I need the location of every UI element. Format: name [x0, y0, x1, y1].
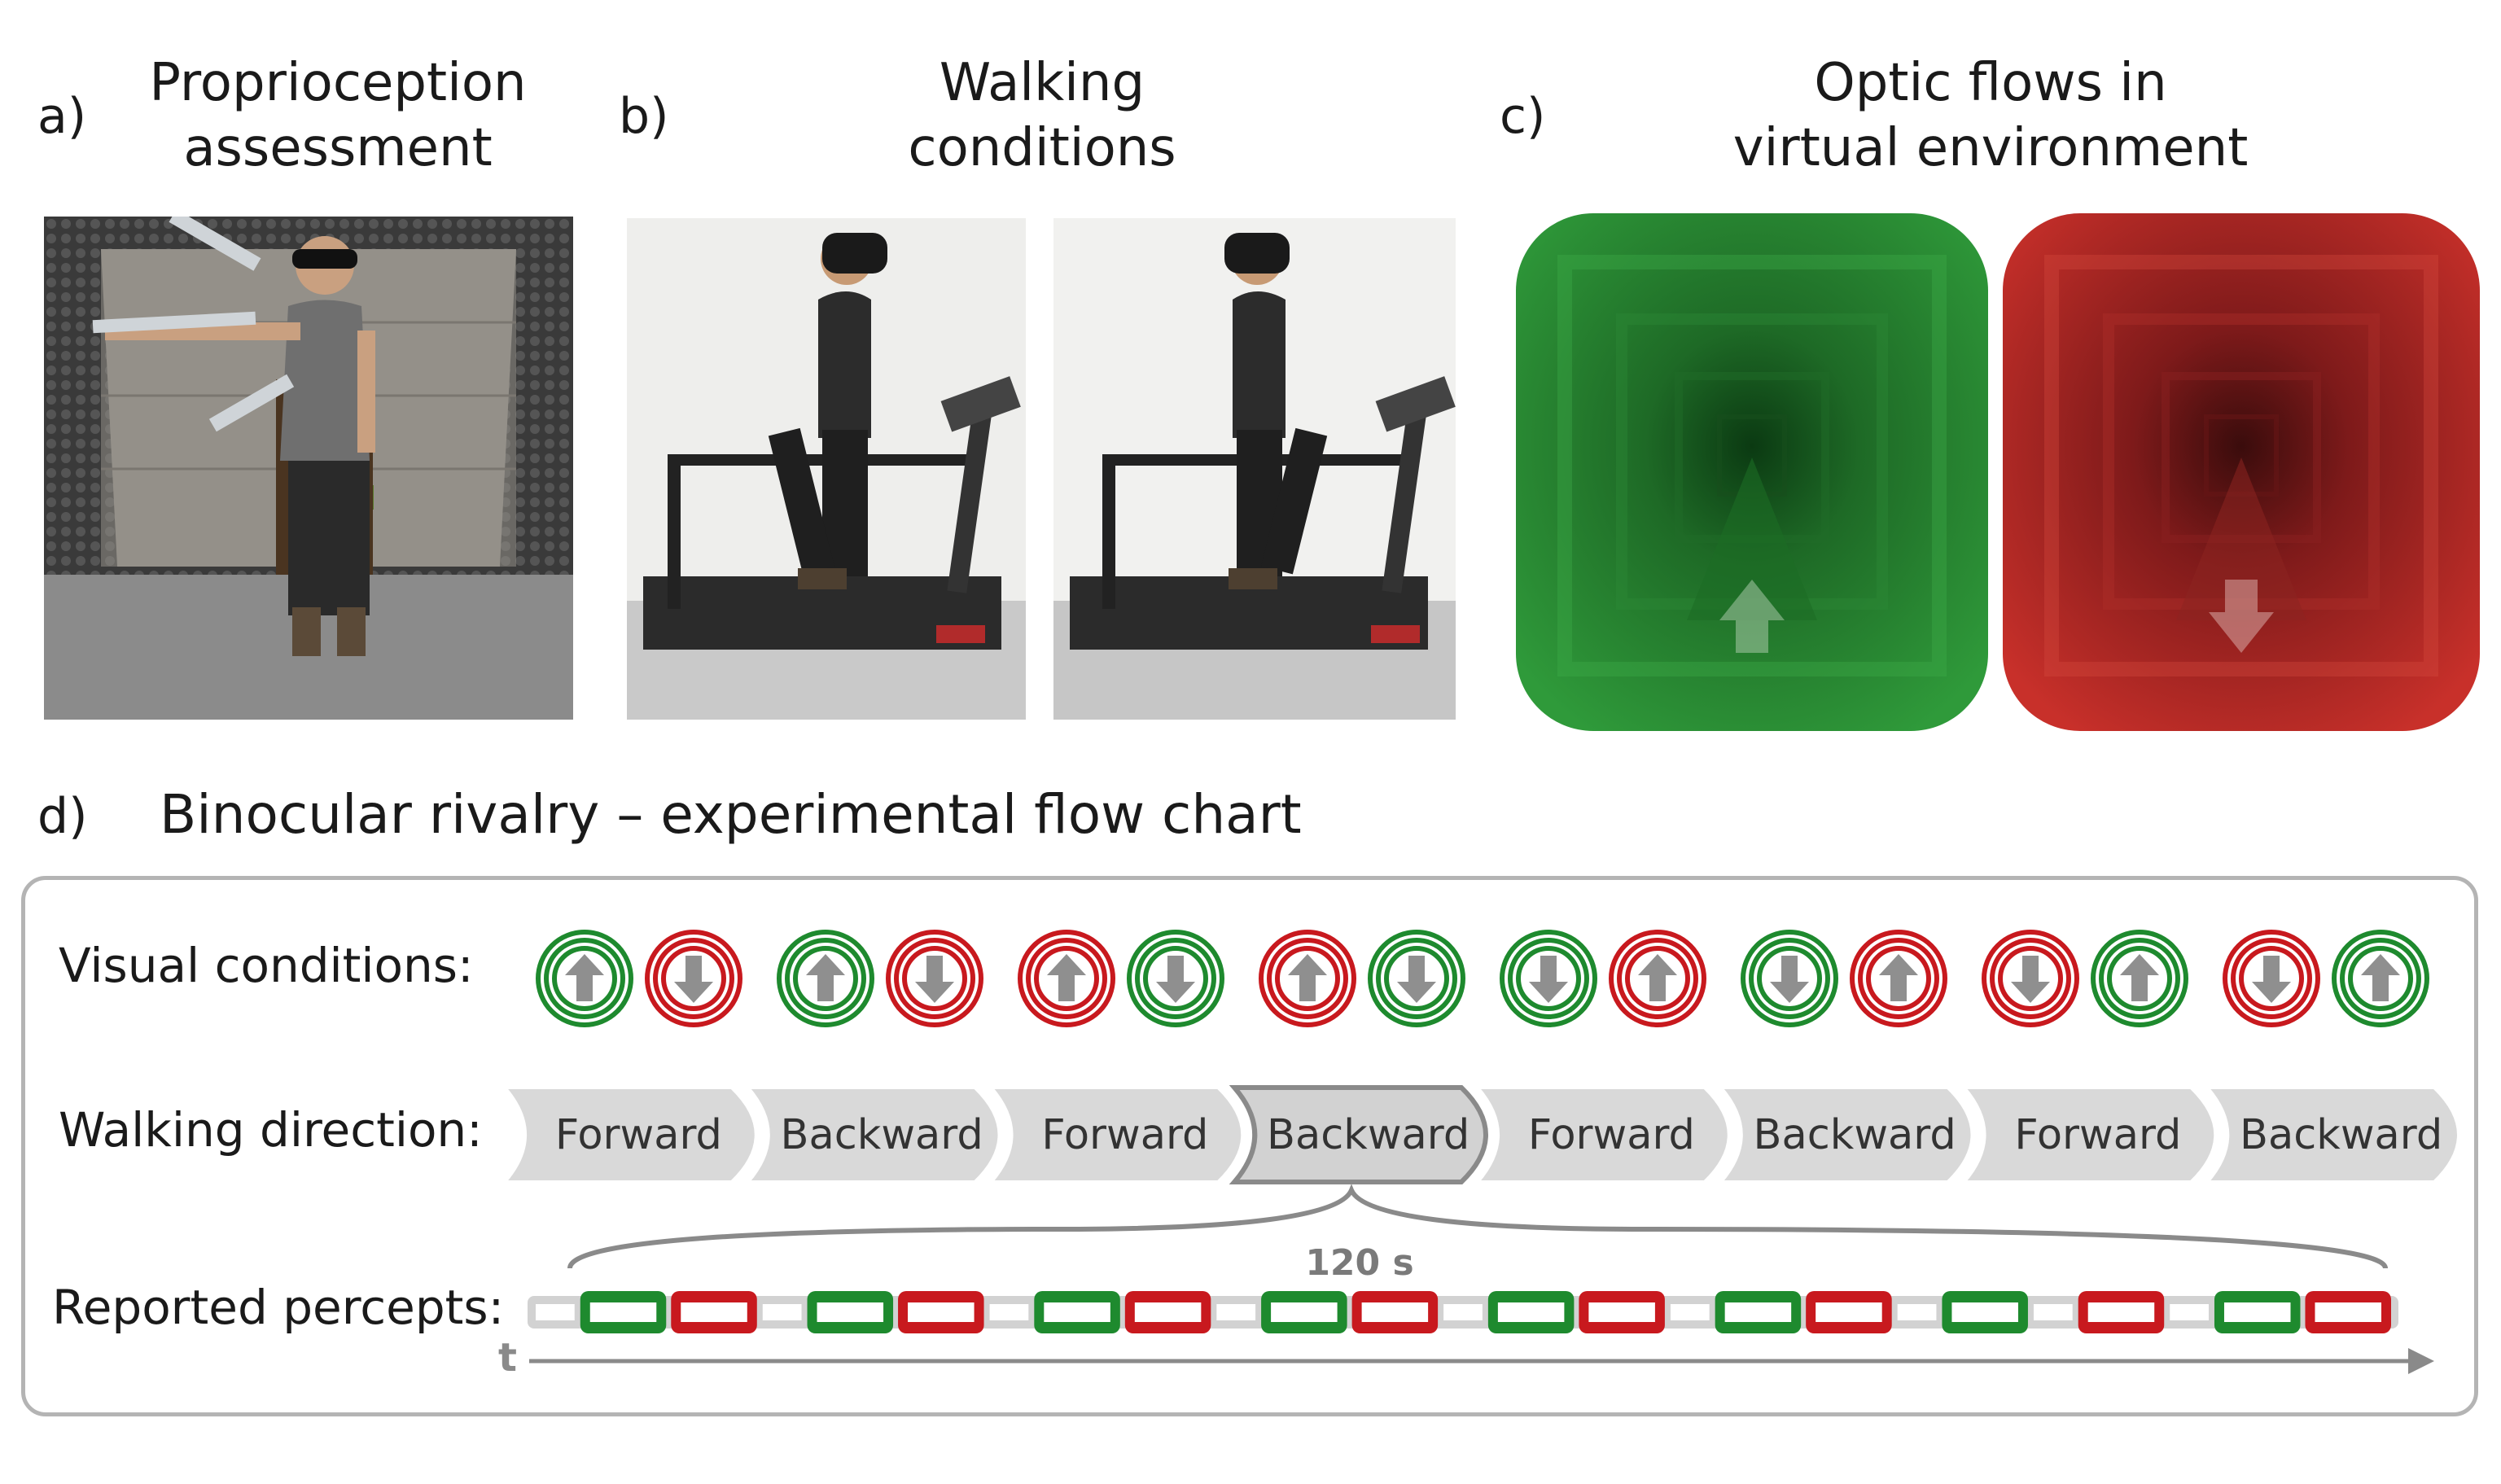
walking-segment-label: Forward	[1041, 1110, 1209, 1159]
walking-segment-label: Backward	[780, 1110, 983, 1159]
panel-title-c-line2: virtual environment	[1732, 118, 2249, 178]
visual-condition-red-up-icon	[1609, 930, 1706, 1027]
optic-flow-red-backward	[2003, 213, 2480, 731]
reported-percepts-strip	[528, 1291, 2398, 1333]
panel-title-c-line1: Optic flows in	[1814, 53, 2167, 113]
percept-green	[2214, 1291, 2301, 1333]
walking-direction-strip	[501, 1085, 2460, 1184]
percept-green	[580, 1291, 667, 1333]
percept-mixed	[1670, 1304, 1710, 1320]
time-axis	[529, 1348, 2434, 1374]
optic-flow-green-forward	[1516, 213, 1988, 731]
treadmill-photo-forward	[627, 218, 1026, 720]
walking-segment-backward	[1717, 1086, 1974, 1184]
brace-curve	[567, 1184, 2388, 1269]
percept-green	[1487, 1291, 1575, 1333]
walking-segment-forward	[1474, 1086, 1731, 1184]
percept-green	[1034, 1291, 1120, 1333]
walking-segment-forward	[988, 1086, 1245, 1184]
row-label-walking-direction: Walking direction:	[59, 1102, 483, 1158]
percept-mixed	[1443, 1304, 1483, 1320]
duration-brace	[567, 1184, 2388, 1269]
visual-condition-red-down-icon	[1982, 930, 2079, 1027]
panel-label-b: b)	[619, 88, 669, 145]
percept-green	[1715, 1291, 1802, 1333]
panel-title-d: Binocular rivalry – experimental flow ch…	[160, 783, 1302, 846]
visual-condition-green-up-icon	[2091, 930, 2188, 1027]
walking-segment-forward	[1960, 1086, 2218, 1184]
percept-green	[807, 1291, 894, 1333]
percept-red	[1579, 1291, 1665, 1333]
walking-segment-label: Forward	[2014, 1110, 2182, 1159]
treadmill-photo-backward	[1053, 218, 1456, 720]
walking-segment-label: Backward	[1267, 1110, 1470, 1159]
percept-mixed	[2033, 1304, 2073, 1320]
visual-condition-red-down-icon	[2223, 930, 2320, 1027]
proprioception-photo	[44, 217, 573, 720]
walking-segment-backward	[744, 1086, 1001, 1184]
duration-label: 120 s	[1305, 1242, 1414, 1284]
walking-segment-backward	[1229, 1085, 1488, 1184]
panel-label-c: c)	[1500, 88, 1546, 145]
percept-red	[1806, 1291, 1892, 1333]
percept-red	[2078, 1291, 2165, 1333]
visual-condition-red-up-icon	[1018, 930, 1115, 1027]
walking-segment-label: Backward	[1753, 1110, 1956, 1159]
panel-label-a: a)	[37, 88, 87, 145]
visual-condition-green-up-icon	[2332, 930, 2429, 1027]
walking-segment-label: Forward	[554, 1110, 722, 1159]
walking-segment-backward	[2203, 1086, 2460, 1184]
walking-segment-label: Backward	[2240, 1110, 2443, 1159]
walking-segment-label: Forward	[1527, 1110, 1695, 1159]
percept-red	[671, 1291, 757, 1333]
visual-condition-green-down-icon	[1368, 930, 1465, 1027]
visual-condition-red-up-icon	[1259, 930, 1356, 1027]
panel-title-b: Walking conditions	[863, 50, 1221, 181]
walking-segment-forward	[501, 1086, 758, 1184]
visual-condition-green-down-icon	[1127, 930, 1224, 1027]
percept-mixed	[762, 1304, 802, 1320]
percept-red	[1124, 1291, 1211, 1333]
percept-green	[1261, 1291, 1347, 1333]
panel-label-d: d)	[37, 788, 88, 845]
percept-mixed	[2170, 1304, 2209, 1320]
visual-condition-green-down-icon	[1741, 930, 1838, 1027]
visual-condition-green-down-icon	[1500, 930, 1597, 1027]
percept-red	[1351, 1291, 1439, 1333]
panel-title-b-line1: Walking	[939, 53, 1145, 113]
percept-mixed	[1897, 1304, 1937, 1320]
panel-title-a-line1: Proprioception	[149, 53, 527, 113]
time-axis-label: t	[498, 1335, 517, 1381]
visual-condition-green-up-icon	[777, 930, 874, 1027]
panel-title-a: Proprioception assessment	[122, 50, 554, 181]
time-axis-arrowhead	[2408, 1348, 2434, 1374]
percept-red	[898, 1291, 984, 1333]
percept-mixed	[1216, 1304, 1256, 1320]
flowchart-box	[21, 876, 2478, 1416]
percept-mixed	[989, 1304, 1029, 1320]
visual-condition-red-up-icon	[1850, 930, 1947, 1027]
row-label-reported-percepts: Reported percepts:	[52, 1280, 505, 1335]
panel-title-b-line2: conditions	[908, 118, 1176, 178]
visual-condition-green-up-icon	[536, 930, 633, 1027]
row-label-visual-conditions: Visual conditions:	[59, 938, 474, 993]
visual-condition-rings	[536, 930, 2429, 1027]
panel-title-c: Optic flows in virtual environment	[1693, 50, 2288, 181]
panel-title-a-line2: assessment	[183, 118, 493, 178]
percept-red	[2305, 1291, 2391, 1333]
visual-condition-red-down-icon	[645, 930, 742, 1027]
percept-green	[1942, 1291, 2028, 1333]
percept-mixed	[536, 1304, 575, 1320]
visual-condition-red-down-icon	[886, 930, 983, 1027]
